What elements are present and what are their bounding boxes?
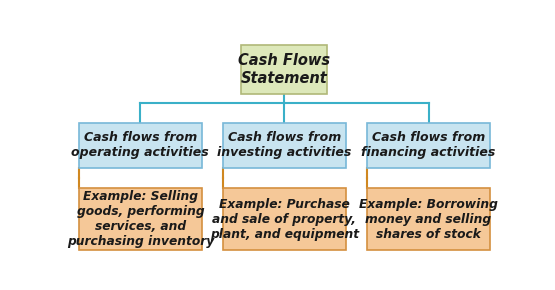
Text: Cash Flows
Statement: Cash Flows Statement [239,53,330,86]
Text: Example: Borrowing
money and selling
shares of stock: Example: Borrowing money and selling sha… [359,197,498,240]
FancyBboxPatch shape [79,123,201,168]
Text: Example: Selling
goods, performing
services, and
purchasing inventory: Example: Selling goods, performing servi… [67,190,214,248]
Text: Cash flows from
operating activities: Cash flows from operating activities [72,131,209,159]
Text: Cash flows from
investing activities: Cash flows from investing activities [217,131,352,159]
FancyBboxPatch shape [223,188,346,250]
Text: Example: Purchase
and sale of property,
plant, and equipment: Example: Purchase and sale of property, … [210,197,359,240]
FancyBboxPatch shape [223,123,346,168]
FancyBboxPatch shape [241,45,327,94]
Text: Cash flows from
financing activities: Cash flows from financing activities [361,131,496,159]
FancyBboxPatch shape [79,188,201,250]
FancyBboxPatch shape [367,123,490,168]
FancyBboxPatch shape [367,188,490,250]
